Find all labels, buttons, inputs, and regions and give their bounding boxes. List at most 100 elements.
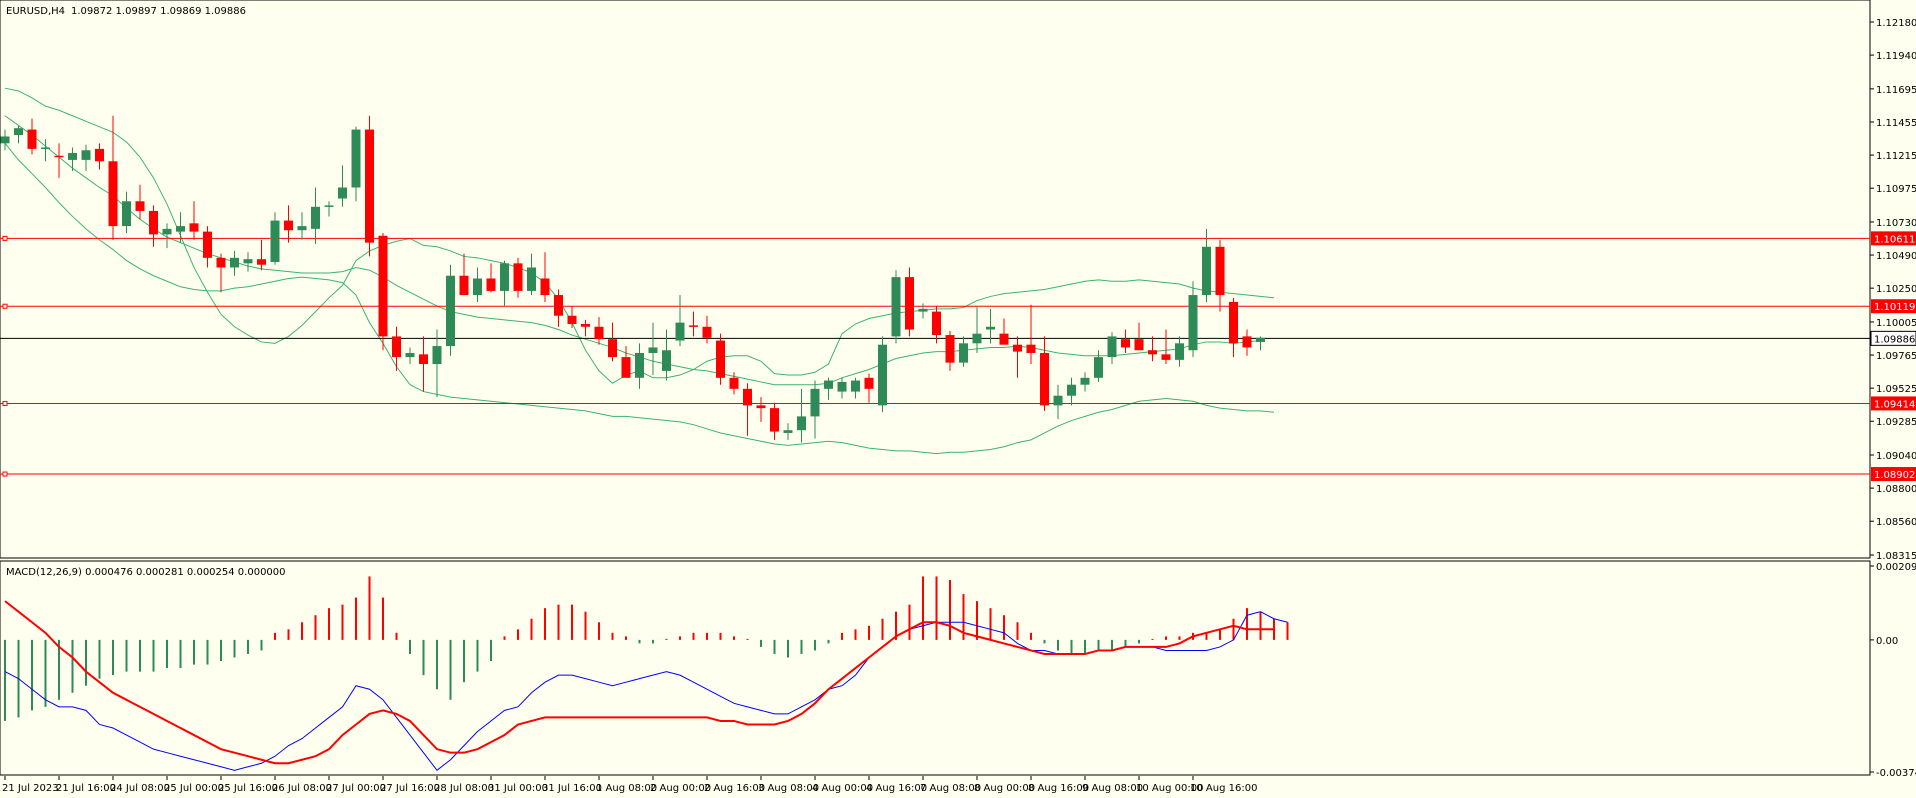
candle-body	[770, 408, 779, 432]
candle-body	[41, 147, 50, 149]
candle-body	[0, 136, 10, 144]
candle-body	[1121, 339, 1130, 348]
level-labels: 1.10611 1.10119 1.09414 1.08902 1.09886	[1870, 231, 1916, 482]
candle-body	[297, 226, 307, 231]
price-tick-label: 1.11455	[1876, 118, 1916, 129]
candle-body	[851, 380, 860, 392]
time-tick-label: 26 Jul 08:00	[272, 783, 332, 794]
macd-signal-line	[4, 600, 1274, 765]
candle-body	[648, 347, 658, 353]
macd-lines	[4, 600, 1288, 772]
candle-body	[122, 201, 131, 227]
symbol-label: EURUSD,H4	[6, 6, 65, 17]
candle-body	[270, 220, 280, 262]
time-tick-label: 10 Aug 16:00	[1190, 783, 1257, 794]
time-tick-label: 31 Jul 00:00	[488, 783, 548, 794]
candle-body	[513, 263, 523, 291]
price-tick-label: 1.11215	[1876, 151, 1916, 162]
candle-body	[608, 339, 617, 358]
level-label-box	[1871, 396, 1916, 411]
candle-body	[743, 388, 752, 406]
time-tick-label: 28 Jul 08:00	[434, 783, 494, 794]
price-pane-frame	[0, 0, 1871, 559]
chart-symbol-header: EURUSD,H4 1.09872 1.09897 1.09869 1.09886	[6, 6, 246, 17]
time-tick-label: 27 Jul 16:00	[380, 783, 440, 794]
candle-body	[1215, 246, 1225, 296]
candle-body	[284, 220, 293, 231]
time-tick-label: 31 Jul 16:00	[542, 783, 602, 794]
macd-pane-frame	[0, 560, 1871, 776]
price-tick-label: 1.10975	[1876, 184, 1916, 195]
candle-body	[365, 129, 374, 243]
macd-pane[interactable]: 0.002096 0.00 -0.003748 MACD(12,26,9) 0.00…	[0, 560, 1916, 779]
candle-body	[14, 128, 23, 136]
candle-body	[1040, 352, 1049, 406]
price-pane[interactable]: 1.12180 1.11940 1.11695 1.11455 1.11215 1.109…	[0, 0, 1916, 562]
time-tick-label: 10 Aug 00:00	[1136, 783, 1203, 794]
price-tick-label: 1.08560	[1876, 517, 1916, 528]
price-tick-label: 1.09285	[1876, 417, 1916, 428]
candle-body	[486, 278, 496, 291]
candle-body	[540, 278, 550, 296]
candle-body	[1229, 301, 1238, 344]
candle-body	[891, 277, 901, 337]
candle-body	[918, 308, 928, 312]
candle-body	[1013, 344, 1022, 352]
candle-body	[459, 275, 469, 296]
candle-body	[824, 380, 833, 389]
horizontal-levels[interactable]	[0, 235, 1870, 477]
price-tick-label: 1.11940	[1876, 51, 1916, 62]
candle-body	[527, 267, 536, 291]
level-label-box	[1870, 330, 1916, 346]
price-axis: 1.12180 1.11940 1.11695 1.11455 1.11215 1.109…	[1870, 18, 1916, 562]
candle-body	[810, 388, 820, 417]
level-label-box	[1871, 299, 1916, 314]
candle-body	[230, 257, 239, 268]
price-tick-label: 1.12180	[1876, 18, 1916, 29]
bollinger-lower-line	[4, 143, 1275, 455]
level-label-text: 1.09414	[1874, 399, 1915, 410]
candle-body	[1094, 357, 1103, 378]
ohlc-values: 1.09872 1.09897 1.09869 1.09886	[71, 6, 246, 17]
candle-body	[635, 352, 644, 378]
macd-header: MACD(12,26,9) 0.000476 0.000281 0.000254…	[6, 567, 286, 578]
candle-body	[135, 201, 145, 211]
candle-body	[446, 275, 455, 347]
candle-body	[675, 322, 685, 341]
price-tick-label: 1.09040	[1876, 451, 1916, 462]
candle-body	[68, 153, 77, 160]
bollinger-middle-line	[4, 115, 1261, 386]
candle-body	[243, 259, 253, 264]
time-tick-label: 8 Aug 16:00	[1028, 783, 1089, 794]
candle-body	[1148, 350, 1157, 355]
candle-body	[54, 155, 64, 158]
time-tick-label: 4 Aug 00:00	[812, 783, 873, 794]
level-label-text: 1.08902	[1874, 470, 1915, 481]
time-tick-label: 27 Jul 00:00	[326, 783, 386, 794]
price-tick-label: 1.11695	[1876, 85, 1916, 96]
candle-body	[95, 148, 104, 162]
candle-body	[1188, 295, 1198, 351]
candles	[0, 115, 1265, 443]
time-tick-label: 21 Jul 16:00	[56, 783, 116, 794]
candle-body	[581, 324, 590, 327]
level-anchor	[2, 303, 8, 309]
time-tick-label: 1 Aug 08:00	[596, 783, 657, 794]
candle-body	[1175, 343, 1184, 360]
time-tick-label: 2 Aug 16:00	[704, 783, 765, 794]
candle-body	[149, 210, 158, 235]
candle-body	[1107, 336, 1117, 358]
level-anchor	[2, 235, 8, 241]
candle-body	[473, 278, 482, 296]
price-tick-label: 1.08800	[1876, 484, 1916, 495]
candle-body	[419, 354, 428, 365]
candle-body	[729, 377, 739, 389]
time-tick-label: 4 Aug 16:00	[866, 783, 927, 794]
candle-body	[689, 325, 698, 327]
candle-body	[594, 326, 604, 340]
price-tick-label: 1.08315	[1876, 551, 1916, 562]
candle-body	[945, 335, 955, 363]
candle-body	[959, 343, 968, 363]
